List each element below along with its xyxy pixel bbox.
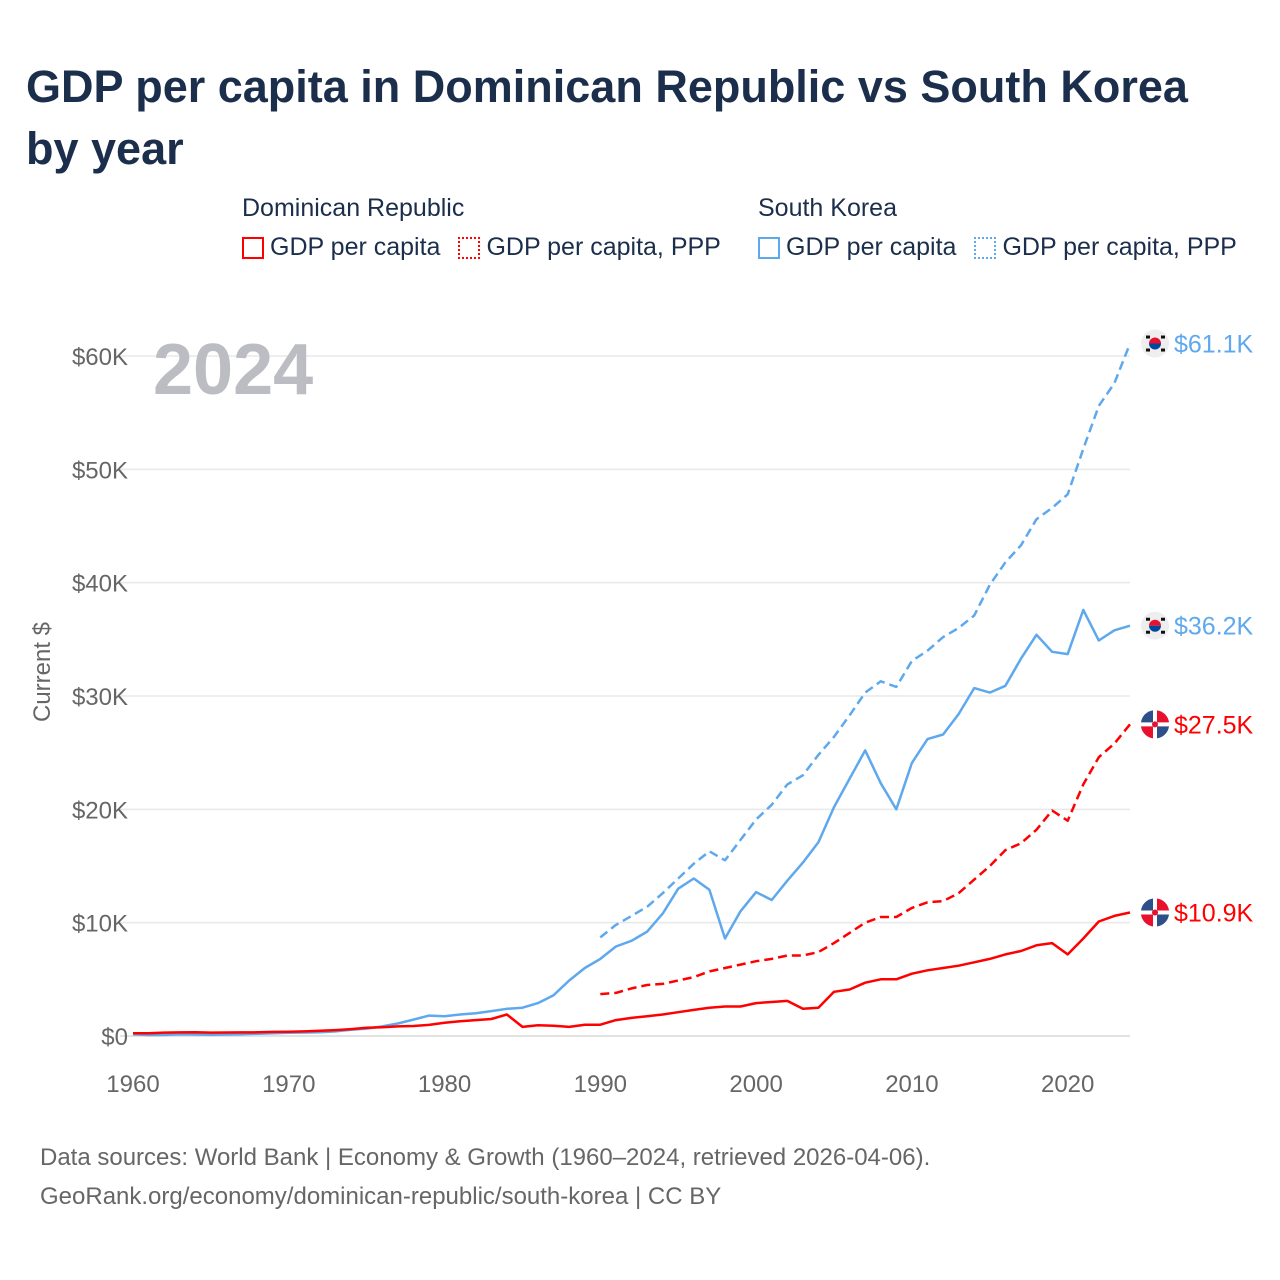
x-tick-label: 1960 bbox=[106, 1071, 159, 1098]
line-chart: $0 $10K $20K $30K $40K $50K $60K 1960 1970 1980 19… bbox=[29, 329, 1254, 1098]
source-url[interactable]: GeoRank.org/economy/dominican-republic/s… bbox=[40, 1183, 722, 1210]
legend-item-dr-gdp[interactable]: GDP per capita bbox=[242, 233, 440, 262]
legend-group-south-korea: South Korea GDP per capita GDP per capit… bbox=[758, 194, 1237, 262]
end-value-label: $10.9K bbox=[1174, 899, 1254, 927]
flag-trigram bbox=[1161, 630, 1165, 634]
flag-taeguk-red bbox=[1149, 619, 1161, 626]
chart-title: GDP per capita in Dominican Republic vs … bbox=[26, 61, 1188, 174]
flag-quarter bbox=[1141, 726, 1153, 739]
flag-emblem bbox=[1152, 721, 1158, 728]
legend-label: GDP per capita bbox=[270, 233, 441, 261]
legend-swatch bbox=[758, 236, 780, 259]
y-tick-label: $60K bbox=[72, 344, 128, 371]
flag-emblem bbox=[1152, 909, 1158, 916]
legend-label: GDP per capita, PPP bbox=[1002, 233, 1237, 261]
series-line-dominican-republic-gdp-per-capita bbox=[133, 911, 1131, 1035]
series-line-south-korea-gdp-per-capita-ppp bbox=[599, 343, 1132, 939]
dominican-republic-flag-icon bbox=[1141, 710, 1169, 739]
y-tick-label: $30K bbox=[72, 684, 128, 711]
flag-quarter bbox=[1141, 898, 1153, 911]
south-korea-flag-icon bbox=[1141, 611, 1169, 640]
y-tick-label: $20K bbox=[72, 797, 128, 824]
data-source-text: Data sources: World Bank | Economy & Gro… bbox=[40, 1144, 931, 1171]
flag-quarter bbox=[1157, 726, 1169, 739]
x-tick-label: 1980 bbox=[418, 1071, 471, 1098]
flag-trigram bbox=[1146, 335, 1150, 339]
end-value-label: $27.5K bbox=[1174, 711, 1254, 739]
y-axis-label: Current $ bbox=[29, 622, 56, 722]
flag-quarter bbox=[1141, 914, 1153, 927]
y-tick-label: $50K bbox=[72, 457, 128, 484]
legend-group-label: Dominican Republic bbox=[242, 194, 465, 222]
end-value-label: $61.1K bbox=[1174, 331, 1254, 359]
series-line-south-korea-gdp-per-capita bbox=[132, 608, 1131, 1037]
flag-trigram bbox=[1161, 335, 1165, 339]
flag-quarter bbox=[1157, 898, 1169, 911]
flag-taeguk-blue bbox=[1149, 625, 1161, 632]
flag-quarter bbox=[1141, 710, 1153, 723]
legend-swatch bbox=[974, 236, 997, 259]
legend-group-dominican-republic: Dominican Republic GDP per capita GDP pe… bbox=[242, 194, 721, 262]
flag-trigram bbox=[1146, 630, 1150, 634]
south-korea-flag-icon bbox=[1141, 329, 1169, 358]
legend-item-kr-gdp[interactable]: GDP per capita bbox=[758, 233, 956, 262]
x-tick-label: 2000 bbox=[729, 1071, 782, 1098]
legend-swatch bbox=[458, 236, 481, 259]
flag-trigram bbox=[1146, 617, 1150, 621]
x-tick-label: 1990 bbox=[574, 1071, 627, 1098]
x-tick-label: 1970 bbox=[262, 1071, 315, 1098]
footer: Data sources: World Bank | Economy & Gro… bbox=[40, 1138, 930, 1216]
x-tick-label: 2010 bbox=[885, 1071, 938, 1098]
flag-trigram bbox=[1161, 617, 1165, 621]
dominican-republic-flag-icon bbox=[1141, 898, 1169, 927]
y-tick-label: $0 bbox=[101, 1024, 128, 1051]
end-value-label: $36.2K bbox=[1174, 613, 1254, 641]
flag-trigram bbox=[1161, 348, 1165, 352]
series-line-dominican-republic-gdp-per-capita-ppp bbox=[600, 723, 1131, 996]
legend-item-dr-gdp-ppp[interactable]: GDP per capita, PPP bbox=[458, 233, 721, 262]
flag-quarter bbox=[1157, 710, 1169, 723]
year-watermark: 2024 bbox=[153, 330, 313, 410]
legend-item-kr-gdp-ppp[interactable]: GDP per capita, PPP bbox=[974, 233, 1237, 262]
legend-group-label: South Korea bbox=[758, 194, 897, 222]
legend-swatch bbox=[242, 236, 264, 259]
flag-quarter bbox=[1157, 914, 1169, 927]
flag-trigram bbox=[1146, 348, 1150, 352]
y-tick-label: $40K bbox=[72, 571, 128, 598]
legend-label: GDP per capita bbox=[786, 233, 957, 261]
legend-label: GDP per capita, PPP bbox=[486, 233, 721, 261]
y-tick-label: $10K bbox=[72, 911, 128, 938]
x-tick-label: 2020 bbox=[1041, 1071, 1094, 1098]
flag-taeguk-blue bbox=[1149, 343, 1161, 350]
flag-taeguk-red bbox=[1149, 337, 1161, 344]
